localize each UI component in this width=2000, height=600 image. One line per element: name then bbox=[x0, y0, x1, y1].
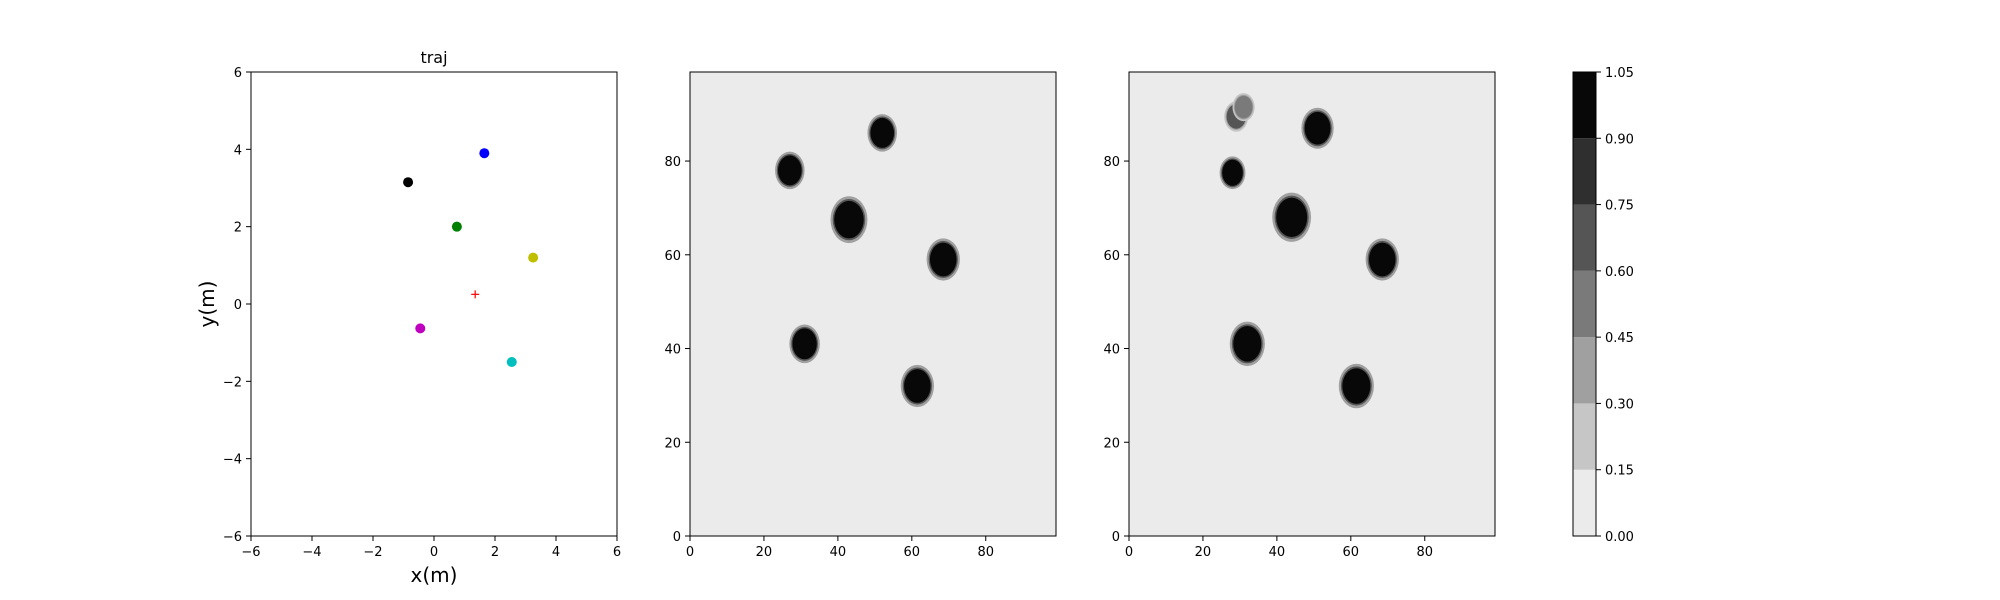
y-tick-label: 20 bbox=[664, 436, 681, 451]
colorbar-band bbox=[1573, 403, 1596, 470]
y-tick-label: −4 bbox=[223, 453, 242, 468]
heatmap-background bbox=[690, 72, 1056, 536]
y-tick-label: 60 bbox=[1103, 249, 1120, 264]
y-tick-label: 80 bbox=[664, 155, 681, 170]
x-tick-label: 20 bbox=[1195, 545, 1212, 560]
scatter-point bbox=[528, 252, 539, 263]
colorbar-band bbox=[1573, 337, 1596, 404]
colorbar-tick-label: 1.05 bbox=[1605, 66, 1634, 81]
y-tick-label: 0 bbox=[1112, 530, 1120, 545]
y-tick-label: 4 bbox=[234, 143, 242, 158]
x-tick-label: 80 bbox=[1416, 545, 1433, 560]
colorbar-band bbox=[1573, 270, 1596, 338]
colorbar-frame bbox=[1572, 71, 1597, 537]
obstacle-blob bbox=[1229, 321, 1265, 367]
y-tick-label: 40 bbox=[664, 343, 681, 358]
scatter-point bbox=[451, 221, 462, 232]
target-marker bbox=[471, 290, 480, 299]
occupancy-map-ground-truth: 0 20 40 60 80 0 20 40 60 80 bbox=[664, 71, 1057, 560]
plot-area bbox=[251, 72, 617, 536]
x-tick-label: −2 bbox=[363, 545, 382, 560]
obstacle-blob bbox=[1219, 156, 1246, 190]
obstacle-blob bbox=[926, 238, 960, 281]
obstacle-blob bbox=[789, 324, 820, 364]
plot-frame bbox=[1128, 71, 1496, 537]
scatter-point bbox=[415, 323, 426, 334]
x-tick-label: 40 bbox=[1269, 545, 1286, 560]
colorbar-tick-label: 0.60 bbox=[1605, 265, 1634, 280]
obstacle-blob bbox=[775, 151, 805, 190]
colorbar-tick-label: 0.45 bbox=[1605, 331, 1634, 346]
colorbar-tick-label: 0.90 bbox=[1605, 132, 1634, 147]
scatter-point bbox=[506, 357, 517, 367]
obstacle-blob bbox=[1338, 363, 1374, 409]
colorbar: 0.00 0.15 0.30 0.45 0.60 0.75 0.90 1.05 bbox=[1572, 66, 1634, 545]
x-axis-label: x(m) bbox=[411, 563, 458, 587]
x-tick-label: −4 bbox=[302, 545, 321, 560]
y-tick-label: 0 bbox=[673, 530, 681, 545]
obstacle-blob bbox=[1232, 93, 1255, 122]
x-tick-label: 40 bbox=[830, 545, 847, 560]
colorbar-band bbox=[1573, 204, 1596, 271]
colorbar-tick-label: 0.75 bbox=[1605, 199, 1634, 214]
x-tick-label: 4 bbox=[552, 545, 560, 560]
occupancy-map-prediction: 0 20 40 60 80 0 20 40 60 80 bbox=[1103, 71, 1496, 560]
x-tick-label: 80 bbox=[977, 545, 994, 560]
obstacle-blob bbox=[1301, 107, 1334, 149]
trajectory-plot: traj −6 −4 −2 0 2 4 6 −6 −4 −2 0 2 4 6 x(m) y(m) bbox=[195, 48, 621, 587]
scatter-point bbox=[479, 148, 490, 159]
colorbar-tick-label: 0.30 bbox=[1605, 397, 1634, 412]
x-tick-label: 2 bbox=[491, 545, 499, 560]
colorbar-band bbox=[1573, 138, 1596, 205]
x-tick-label: 6 bbox=[613, 545, 621, 560]
y-tick-label: −6 bbox=[223, 530, 242, 545]
x-tick-label: 60 bbox=[904, 545, 921, 560]
x-tick-label: 60 bbox=[1343, 545, 1360, 560]
plot-title: traj bbox=[420, 48, 447, 67]
plot-frame bbox=[250, 71, 618, 537]
colorbar-band bbox=[1573, 469, 1596, 536]
y-tick-label: 20 bbox=[1103, 436, 1120, 451]
obstacle-blob bbox=[1272, 192, 1312, 242]
obstacle-blob bbox=[900, 364, 934, 408]
colorbar-tick-label: 0.00 bbox=[1605, 530, 1634, 545]
y-tick-label: −2 bbox=[223, 375, 242, 390]
y-tick-label: 0 bbox=[234, 298, 242, 313]
y-tick-label: 80 bbox=[1103, 155, 1120, 170]
scatter-point bbox=[403, 177, 414, 188]
x-tick-label: 0 bbox=[430, 545, 438, 560]
y-tick-label: 2 bbox=[234, 221, 242, 236]
plot-frame bbox=[689, 71, 1057, 537]
x-tick-label: −6 bbox=[241, 545, 260, 560]
x-tick-label: 20 bbox=[756, 545, 773, 560]
colorbar-tick-label: 0.15 bbox=[1605, 464, 1634, 479]
heatmap-background bbox=[1129, 72, 1495, 536]
obstacle-blob bbox=[1365, 238, 1399, 281]
colorbar-band bbox=[1573, 72, 1596, 139]
y-tick-label: 6 bbox=[234, 66, 242, 81]
y-axis-label: y(m) bbox=[195, 281, 219, 328]
y-tick-label: 40 bbox=[1103, 343, 1120, 358]
obstacle-blob bbox=[867, 114, 898, 152]
y-tick-label: 60 bbox=[664, 249, 681, 264]
x-tick-label: 0 bbox=[1125, 545, 1133, 560]
x-tick-label: 0 bbox=[686, 545, 694, 560]
obstacle-blob bbox=[830, 196, 868, 244]
